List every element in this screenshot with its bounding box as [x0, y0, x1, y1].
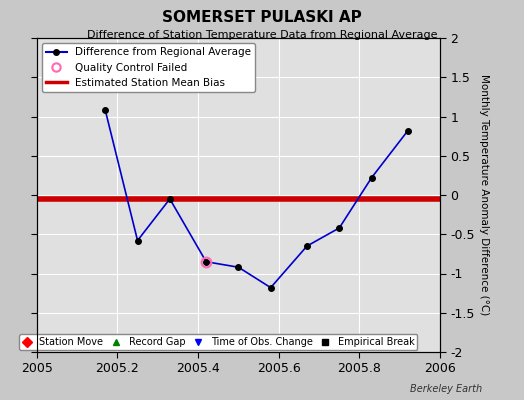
Text: Difference of Station Temperature Data from Regional Average: Difference of Station Temperature Data f… [87, 30, 437, 40]
Legend: Station Move, Record Gap, Time of Obs. Change, Empirical Break: Station Move, Record Gap, Time of Obs. C… [19, 334, 418, 350]
Difference from Regional Average [135, 238, 141, 243]
Text: SOMERSET PULASKI AP: SOMERSET PULASKI AP [162, 10, 362, 25]
Difference from Regional Average [167, 196, 173, 201]
Difference from Regional Average [368, 175, 375, 180]
Difference from Regional Average [336, 226, 343, 230]
Difference from Regional Average [268, 285, 274, 290]
Difference from Regional Average [405, 128, 411, 133]
Line: Difference from Regional Average: Difference from Regional Average [103, 108, 411, 290]
Difference from Regional Average [102, 108, 108, 113]
Text: Berkeley Earth: Berkeley Earth [410, 384, 482, 394]
Difference from Regional Average [304, 244, 310, 248]
Y-axis label: Monthly Temperature Anomaly Difference (°C): Monthly Temperature Anomaly Difference (… [479, 74, 489, 316]
Difference from Regional Average [235, 265, 242, 270]
Difference from Regional Average [203, 259, 209, 264]
